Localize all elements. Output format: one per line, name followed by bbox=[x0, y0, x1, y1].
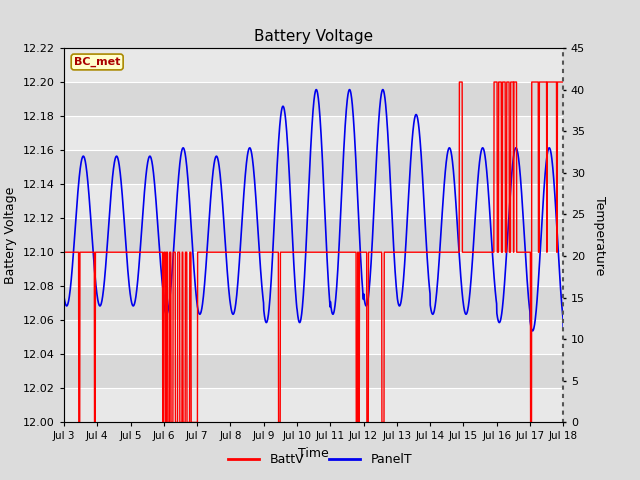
Title: Battery Voltage: Battery Voltage bbox=[254, 29, 373, 44]
Y-axis label: Temperature: Temperature bbox=[593, 195, 606, 275]
Legend: BattV, PanelT: BattV, PanelT bbox=[223, 448, 417, 471]
X-axis label: Time: Time bbox=[298, 447, 329, 460]
Bar bbox=[64, 218, 563, 252]
Bar bbox=[64, 150, 563, 184]
Bar bbox=[64, 388, 563, 422]
Bar bbox=[64, 116, 563, 150]
Bar bbox=[64, 184, 563, 218]
Bar bbox=[64, 320, 563, 354]
Bar bbox=[64, 252, 563, 286]
Bar bbox=[64, 48, 563, 82]
Bar bbox=[64, 286, 563, 320]
Text: BC_met: BC_met bbox=[74, 57, 120, 67]
Bar bbox=[64, 354, 563, 388]
Bar bbox=[64, 82, 563, 116]
Y-axis label: Battery Voltage: Battery Voltage bbox=[4, 187, 17, 284]
